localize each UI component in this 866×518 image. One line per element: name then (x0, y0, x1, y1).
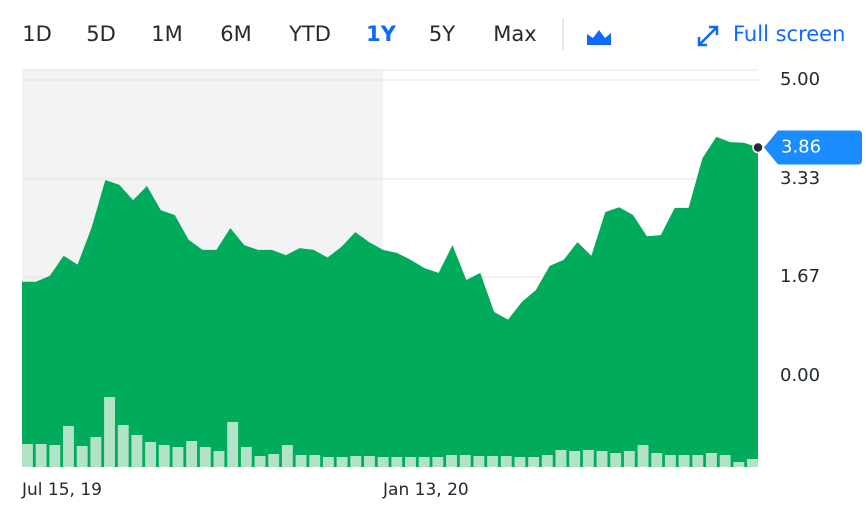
volume-bar (569, 451, 581, 467)
y-tick-label: 5.00 (780, 69, 820, 90)
price-tag-label: 3.86 (781, 137, 821, 158)
volume-bar (227, 422, 239, 467)
volume-bar (295, 455, 307, 467)
volume-bar (514, 457, 526, 467)
chart-type-icon[interactable] (587, 30, 611, 45)
range-button[interactable]: YTD (288, 22, 331, 46)
fullscreen-button[interactable]: Full screen (733, 22, 845, 46)
price-area (22, 136, 758, 467)
volume-bar (459, 455, 471, 467)
volume-bar (733, 462, 745, 467)
volume-bar (719, 455, 731, 467)
range-button[interactable]: 6M (220, 22, 251, 46)
volume-bar (63, 426, 74, 467)
range-button[interactable]: 5D (86, 22, 116, 46)
fullscreen-icon[interactable] (697, 25, 719, 47)
volume-bar (90, 437, 102, 467)
volume-bar (596, 451, 608, 467)
volume-bar (199, 447, 211, 467)
volume-bar (76, 446, 88, 467)
volume-bar (432, 457, 444, 467)
y-tick-label: 0.00 (780, 365, 820, 386)
volume-bar (487, 456, 499, 467)
volume-bar (22, 444, 33, 467)
volume-bar (268, 454, 280, 467)
range-button[interactable]: 1Y (366, 22, 397, 46)
volume-bar (391, 457, 403, 467)
volume-bar (541, 455, 553, 467)
volume-bar (281, 445, 293, 467)
volume-bar (49, 445, 61, 467)
volume-bar (555, 450, 567, 467)
range-button[interactable]: 1D (22, 22, 52, 46)
volume-bar (500, 456, 512, 467)
volume-bar (405, 457, 416, 467)
volume-bar (104, 397, 115, 467)
volume-bar (158, 445, 170, 467)
last-price-dot (752, 141, 764, 154)
volume-bar (610, 453, 622, 467)
volume-bar (692, 455, 704, 467)
volume-bar (322, 457, 334, 467)
volume-bar (117, 425, 129, 467)
volume-bar (350, 456, 362, 467)
volume-bar (747, 459, 758, 467)
volume-bar (664, 455, 676, 467)
price-tag (764, 130, 862, 165)
volume-bar (528, 457, 540, 467)
x-tick-label: Jan 13, 20 (382, 480, 469, 500)
volume-bar (186, 441, 198, 467)
volume-bar (364, 456, 375, 467)
volume-bar (377, 457, 389, 467)
volume-bar (651, 453, 663, 467)
volume-bar (637, 445, 649, 467)
volume-bar (309, 455, 321, 467)
volume-bar (35, 444, 47, 467)
volume-bar (131, 435, 143, 467)
y-tick-label: 1.67 (780, 266, 820, 287)
volume-bar (706, 453, 717, 467)
volume-bar (213, 451, 225, 467)
volume-bar (678, 455, 690, 467)
volume-bar (623, 451, 635, 467)
range-button[interactable]: Max (493, 22, 536, 46)
volume-bar (446, 455, 457, 467)
range-button[interactable]: 1M (151, 22, 182, 46)
volume-bar (240, 447, 252, 467)
volume-bar (418, 457, 430, 467)
volume-bar (473, 456, 485, 467)
range-button[interactable]: 5Y (429, 22, 455, 46)
x-tick-label: Jul 15, 19 (21, 480, 102, 500)
volume-bar (254, 456, 266, 467)
volume-bar (582, 450, 594, 467)
volume-bar (336, 457, 348, 467)
volume-bar (172, 447, 184, 467)
volume-bar (145, 442, 157, 467)
y-tick-label: 3.33 (780, 168, 820, 189)
